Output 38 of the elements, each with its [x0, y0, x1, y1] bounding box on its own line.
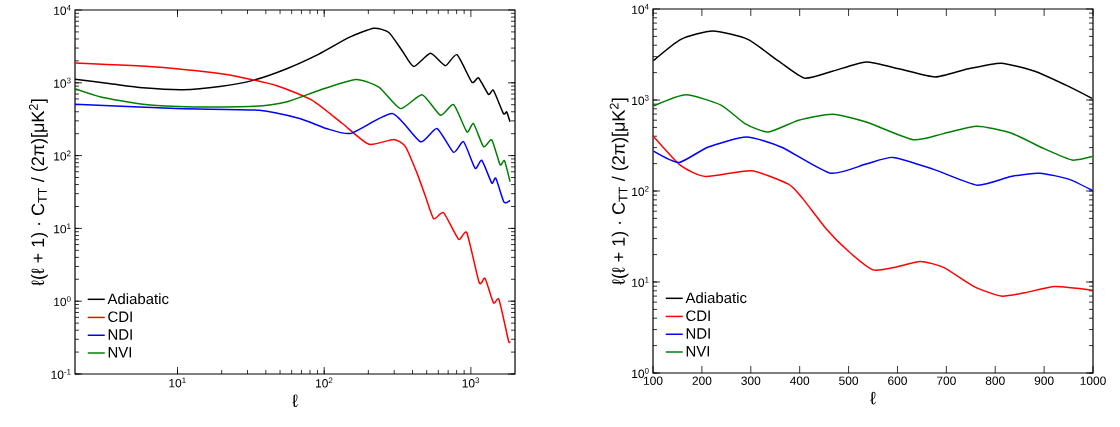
y-tick-label: 10$^{0}$ [632, 367, 649, 378]
y-axis-title: ℓ(ℓ + 1) · C$_{TT}$ / (2π)[μK$^{2}$] [609, 98, 629, 285]
y-tick-label: 10$^{1}$ [54, 223, 71, 234]
x-tick-label: 700 [936, 376, 956, 385]
x-tick-label: 800 [985, 376, 1005, 385]
y-tick-label: 10$^{0}$ [54, 296, 71, 307]
y-tick-label: 10$^{3}$ [54, 77, 71, 88]
x-tick-label: 400 [789, 376, 810, 385]
legend-label: NVI [686, 346, 710, 357]
x-tick-label: 10$^{3}$ [462, 377, 480, 388]
x-tick-label: 10$^{2}$ [315, 377, 333, 388]
legend-label: Adiabatic [685, 292, 747, 304]
legend-label: NVI [108, 347, 132, 358]
line-series [653, 94, 1093, 161]
y-tick-label: 10$^{3}$ [632, 95, 649, 106]
x-tick-label: 300 [741, 376, 761, 385]
y-tick-label: 10$^{4}$ [54, 5, 71, 15]
x-tick-label: 100 [643, 376, 663, 385]
x-tick-label: 600 [888, 376, 907, 385]
x-tick-label: 1000 [1080, 376, 1106, 385]
x-tick-label: 900 [1034, 376, 1054, 385]
x-tick-label: 200 [692, 376, 712, 385]
y-tick-label: 10$^{2}$ [632, 185, 649, 196]
y-tick-label: 10$^{4}$ [632, 4, 649, 14]
y-tick-label: 10$^{2}$ [54, 150, 71, 161]
x-axis-title: ℓ [292, 394, 298, 408]
legend-label: CDI [108, 311, 132, 323]
x-tick-label: 500 [839, 376, 859, 385]
legend-label: CDI [686, 310, 710, 322]
x-tick-label: 10$^{1}$ [169, 377, 186, 388]
x-axis-title: ℓ [870, 391, 876, 405]
line-series [653, 136, 1093, 191]
legend-label: NDI [108, 329, 132, 340]
y-tick-label: 10$^{-1}$ [51, 369, 71, 379]
legend-label: Adiabatic [107, 293, 169, 305]
y-tick-label: 10$^{1}$ [632, 277, 649, 287]
y-axis-title: ℓ(ℓ + 1) · C$_{TT}$ / (2π)[μK$^{2}$] [29, 99, 48, 286]
legend-label: NDI [686, 328, 710, 339]
